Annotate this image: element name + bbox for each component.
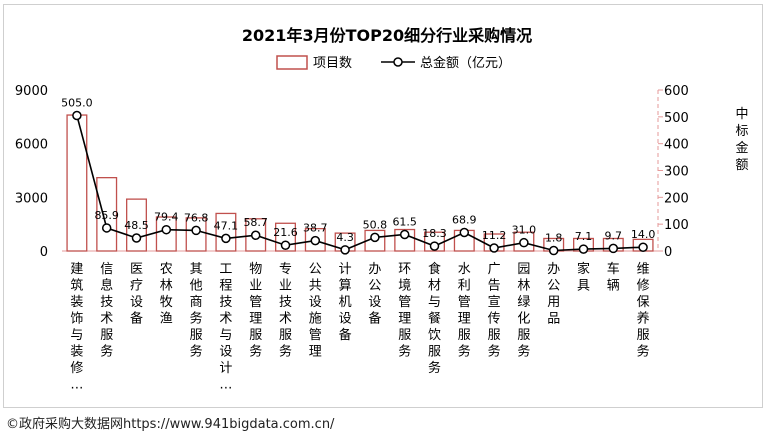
data-label-4: 76.8 [184,211,209,224]
data-label-0: 505.0 [61,96,93,109]
data-label-19: 14.0 [631,228,656,241]
data-label-1: 85.9 [94,209,119,222]
category-label-3: 农林牧渔 [160,262,173,327]
right-tick-label-5: 500 [664,111,689,126]
left-tick-label-3: 9000 [15,84,48,99]
data-label-16: 1.8 [545,232,563,245]
bar-1 [96,177,118,252]
point-19 [638,242,648,252]
line-series [72,110,648,256]
right-tick-label-0: 0 [664,245,672,260]
category-label-8: 公共设施管理 [309,262,322,360]
bar-5 [215,212,237,252]
data-label-2: 48.5 [124,219,149,232]
right-tick-label-1: 100 [664,218,689,233]
right-axis-ticks: 0 100 200 300 400 500 600 [658,84,689,260]
data-label-15: 31.0 [512,224,537,237]
category-label-15: 园林绿化服务 [517,262,530,360]
category-label-14: 广告宣传服务 [488,262,501,360]
bar-series [66,114,654,252]
category-label-17: 家具 [577,261,590,294]
point-7 [280,240,291,250]
point-18 [608,243,619,254]
chart-frame: 2021年3月份TOP20细分行业采购情况 项目数 总金额（亿元） 0 3000 6… [3,4,763,408]
data-label-12: 18.3 [422,227,447,240]
category-label-0: 建筑装饰与装修… [70,262,83,393]
category-label-19: 维修保养服务 [637,262,650,360]
point-10 [370,232,380,243]
data-label-5: 47.1 [214,219,239,232]
point-17 [578,244,589,254]
left-axis-ticks: 0 3000 6000 9000 [15,84,48,260]
point-6 [250,230,261,240]
right-axis-label: 中标金额 [735,107,748,173]
left-tick-label-2: 6000 [15,138,48,153]
legend-swatch-bar [276,55,308,70]
category-label-18: 车辆 [607,261,620,294]
point-13 [459,227,470,238]
category-label-5: 工程技术与设计… [219,262,232,393]
legend: 项目数 总金额（亿元） [276,55,511,71]
category-label-16: 办公用品 [547,262,560,327]
category-label-2: 医疗设备 [130,262,143,327]
data-label-3: 79.4 [154,211,179,224]
legend-label-bar: 项目数 [313,56,352,71]
point-4 [191,225,201,236]
data-label-11: 61.5 [392,215,417,228]
right-tick-label-6: 600 [664,84,689,99]
bar-2 [126,198,147,252]
category-label-11: 环境管理服务 [398,262,411,360]
source-credit: ©政府采购大数据网https://www.941bigdata.com.cn/ [6,417,335,432]
legend-swatch-marker [393,57,403,67]
data-label-18: 9.7 [605,229,623,242]
point-12 [429,241,440,251]
data-label-14: 11.2 [482,229,507,242]
point-8 [310,235,321,246]
category-label-10: 办公设备 [368,262,381,327]
point-2 [131,233,142,243]
point-9 [340,245,350,255]
category-label-6: 物业管理服务 [249,262,262,360]
point-5 [221,233,231,244]
category-labels: 建筑装饰与装修… 信息技术服务 医疗设备 农林牧渔 其他商务服务 工程技术与设计… 物业管理… [70,261,649,393]
chart-title: 2021年3月份TOP20细分行业采购情况 [242,26,532,45]
data-label-6: 58.7 [243,216,268,229]
point-16 [548,245,559,256]
left-tick-label-1: 3000 [15,191,48,206]
data-label-13: 68.9 [452,214,477,227]
right-tick-label-4: 400 [664,138,689,153]
point-0 [72,110,82,121]
chart-svg: 2021年3月份TOP20细分行业采购情况 项目数 总金额（亿元） 030006… [15,26,749,393]
category-label-7: 专业技术服务 [279,262,292,360]
point-14 [489,243,499,253]
category-label-4: 其他商务服务 [190,262,203,360]
bar-0 [66,114,88,252]
point-11 [399,229,410,240]
point-1 [101,223,112,233]
data-label-17: 7.1 [575,230,593,243]
data-label-8: 38.7 [303,222,328,235]
data-label-9: 4.3 [336,231,354,244]
data-label-10: 50.8 [363,218,388,231]
data-labels: 505.0 85.9 48.5 79.4 76.8 47.1 58.7 21.6 38.7 4.3… [61,96,655,244]
point-3 [161,224,172,235]
right-tick-label-2: 200 [664,191,689,206]
category-label-12: 食材与餐饮服务 [428,261,441,376]
data-label-7: 21.6 [273,226,298,239]
point-15 [519,237,529,248]
left-tick-label-0: 0 [40,245,48,260]
category-label-1: 信息技术服务 [100,262,113,360]
category-label-13: 水利管理服务 [458,262,471,360]
category-label-9: 计算机设备 [339,262,352,343]
right-tick-label-3: 300 [664,165,689,180]
series-line [76,115,644,252]
legend-label-line: 总金额（亿元） [420,55,511,71]
